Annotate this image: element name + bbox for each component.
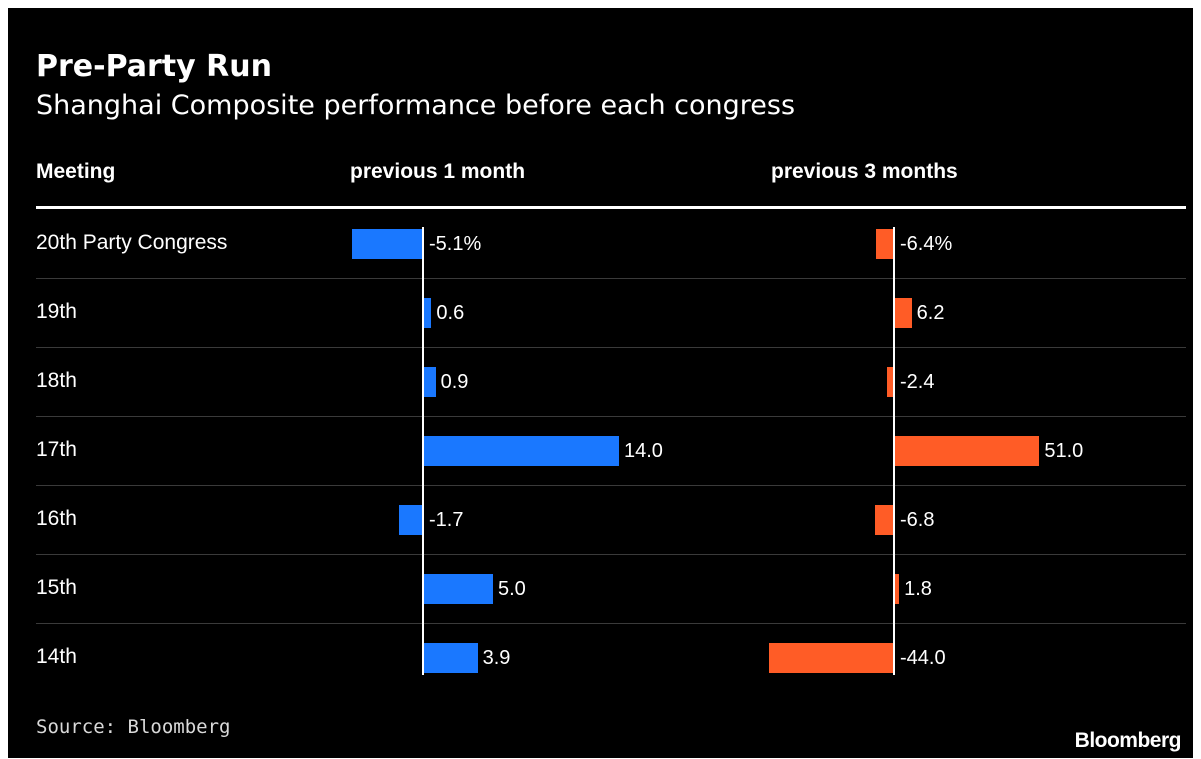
- bloomberg-logo: Bloomberg: [1074, 729, 1182, 752]
- value-label-three-months: -6.8: [900, 508, 935, 531]
- value-label-one-month: 0.9: [440, 370, 469, 393]
- value-label-three-months: -2.4: [900, 370, 935, 393]
- value-label-one-month: 5.0: [498, 577, 526, 600]
- row-label: 14th: [36, 644, 77, 668]
- row-separator: [36, 278, 1186, 279]
- value-label-one-month: -5.1%: [429, 232, 482, 255]
- row-label: 20th Party Congress: [36, 230, 228, 254]
- zero-axis-three-months: [893, 227, 895, 675]
- row-label: 17th: [36, 437, 77, 461]
- bar-three-months: [894, 435, 1040, 466]
- bar-three-months: [894, 297, 912, 328]
- bar-one-month: [351, 228, 423, 259]
- chart-subtitle: Shanghai Composite performance before ea…: [36, 90, 796, 121]
- chart-title: Pre-Party Run: [36, 49, 272, 84]
- chart-card: Pre-Party Run Shanghai Composite perform…: [8, 8, 1193, 758]
- source-note: Source: Bloomberg: [36, 716, 231, 738]
- row-label: 15th: [36, 575, 77, 599]
- value-label-three-months: -6.4%: [900, 232, 953, 255]
- value-label-three-months: 6.2: [916, 301, 945, 324]
- bar-three-months: [894, 573, 900, 604]
- value-label-three-months: -44.0: [900, 646, 946, 669]
- value-label-one-month: -1.7: [429, 508, 464, 531]
- bar-one-month: [423, 297, 432, 328]
- column-header-meeting: Meeting: [36, 160, 116, 183]
- header-rule: [36, 206, 1186, 209]
- bar-three-months: [875, 228, 894, 259]
- row-separator: [36, 623, 1186, 624]
- bar-three-months: [874, 504, 894, 535]
- bar-one-month: [423, 642, 478, 673]
- bar-one-month: [423, 366, 436, 397]
- row-label: 16th: [36, 506, 77, 530]
- value-label-three-months: 1.8: [904, 577, 932, 600]
- zero-axis-one-month: [422, 227, 424, 675]
- value-label-three-months: 51.0: [1044, 439, 1084, 462]
- bar-one-month: [399, 504, 423, 535]
- row-label: 18th: [36, 368, 77, 392]
- row-label: 19th: [36, 299, 77, 323]
- bar-one-month: [423, 435, 619, 466]
- column-header-three-months: previous 3 months: [771, 160, 958, 183]
- bar-three-months: [887, 366, 894, 397]
- value-label-one-month: 3.9: [482, 646, 511, 669]
- row-separator: [36, 347, 1186, 348]
- value-label-one-month: 14.0: [624, 439, 663, 462]
- bar-three-months: [768, 642, 894, 673]
- row-separator: [36, 416, 1186, 417]
- column-header-one-month: previous 1 month: [350, 160, 526, 183]
- row-separator: [36, 485, 1186, 486]
- value-label-one-month: 0.6: [436, 301, 465, 324]
- bar-one-month: [423, 573, 493, 604]
- row-separator: [36, 554, 1186, 555]
